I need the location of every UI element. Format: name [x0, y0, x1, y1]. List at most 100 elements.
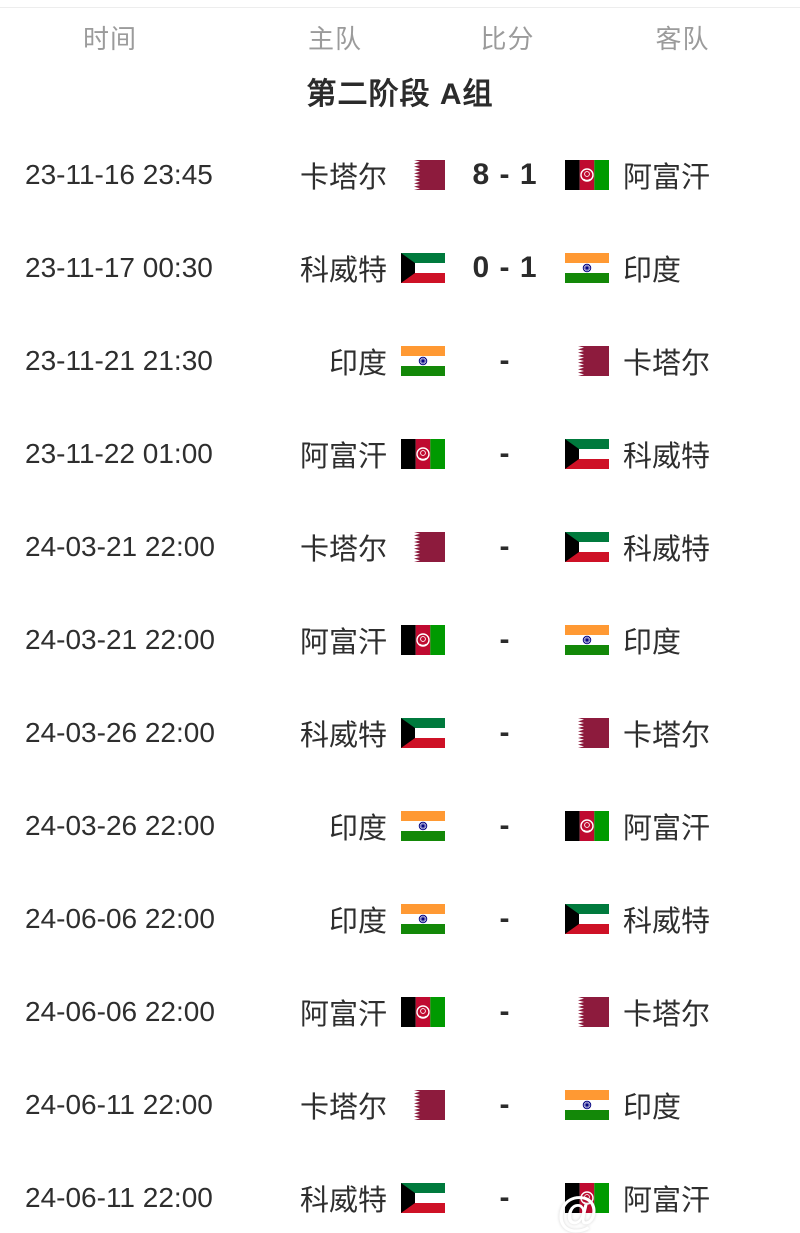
- match-score: -: [499, 343, 511, 377]
- kuwait-flag-icon: [401, 1182, 445, 1213]
- home-team-name: 科威特: [299, 1184, 387, 1217]
- home-team-name: 卡塔尔: [299, 161, 387, 194]
- home-team-cell: 印度: [270, 805, 445, 847]
- away-team-name: 阿富汗: [623, 1184, 711, 1217]
- match-time: 24-03-21 22:00: [25, 623, 215, 655]
- match-time: 24-06-06 22:00: [25, 902, 215, 934]
- match-time: 23-11-16 23:45: [25, 158, 213, 190]
- match-row[interactable]: 24-03-21 22:00 卡塔尔 - 科威特: [0, 500, 800, 593]
- match-row[interactable]: 24-06-06 22:00 阿富汗 - 卡塔尔: [0, 965, 800, 1058]
- match-score: -: [499, 529, 511, 563]
- away-team-cell: @ 阿富汗: [557, 1177, 800, 1232]
- match-time: 24-06-11 22:00: [25, 1181, 213, 1213]
- home-team-cell: 印度: [270, 340, 445, 382]
- match-score: -: [499, 1180, 511, 1214]
- match-time: 24-06-11 22:00: [25, 1088, 213, 1120]
- afghanistan-flag-icon: [565, 810, 609, 841]
- away-team-cell: 科威特: [565, 526, 800, 568]
- kuwait-flag-icon: [565, 531, 609, 562]
- away-team-name: 印度: [623, 626, 682, 659]
- away-team-cell: 印度: [565, 619, 800, 661]
- match-row[interactable]: 24-06-11 22:00 科威特 - @ 阿富汗: [0, 1151, 800, 1233]
- qatar-flag-icon: [565, 345, 609, 376]
- home-team-cell: 科威特: [270, 1177, 445, 1219]
- kuwait-flag-icon: [565, 438, 609, 469]
- away-team-cell: 印度: [565, 247, 800, 289]
- stage-title: 第二阶段 A组: [306, 78, 494, 111]
- match-row[interactable]: 24-03-26 22:00 科威特 - 卡塔尔: [0, 686, 800, 779]
- column-header-home: 主队: [307, 23, 362, 54]
- match-score: 0 - 1: [472, 250, 538, 284]
- away-team-name: 印度: [623, 254, 682, 287]
- match-time: 24-06-06 22:00: [25, 995, 215, 1027]
- away-team-name: 阿富汗: [623, 161, 711, 194]
- match-row[interactable]: 23-11-17 00:30 科威特 0 - 1 印度: [0, 221, 800, 314]
- column-header-away: 客队: [655, 23, 710, 54]
- home-team-name: 卡塔尔: [299, 533, 387, 566]
- match-row[interactable]: 24-03-26 22:00 印度 - 阿富汗: [0, 779, 800, 872]
- home-team-cell: 卡塔尔: [270, 1084, 445, 1126]
- home-team-name: 印度: [328, 812, 387, 845]
- away-team-cell: 科威特: [565, 433, 800, 475]
- table-header: 时间 主队 比分 客队: [0, 8, 800, 66]
- home-team-name: 阿富汗: [299, 440, 387, 473]
- home-team-name: 印度: [328, 905, 387, 938]
- kuwait-flag-icon: [401, 252, 445, 283]
- away-team-name: 阿富汗: [623, 812, 711, 845]
- match-list: 23-11-16 23:45 卡塔尔 8 - 1 阿富汗 23-11-17 00…: [0, 128, 800, 1233]
- away-team-name: 科威特: [623, 440, 711, 473]
- match-score: -: [499, 436, 511, 470]
- home-team-cell: 科威特: [270, 712, 445, 754]
- home-team-cell: 科威特: [270, 247, 445, 289]
- match-row[interactable]: 23-11-21 21:30 印度 - 卡塔尔: [0, 314, 800, 407]
- kuwait-flag-icon: [565, 903, 609, 934]
- home-team-name: 科威特: [299, 719, 387, 752]
- match-score: -: [499, 622, 511, 656]
- afghanistan-flag-icon: @: [557, 1182, 609, 1232]
- india-flag-icon: [401, 345, 445, 376]
- away-team-name: 印度: [623, 1091, 682, 1124]
- india-flag-icon: [401, 903, 445, 934]
- home-team-name: 科威特: [299, 254, 387, 287]
- match-score: -: [499, 994, 511, 1028]
- column-header-time: 时间: [82, 23, 137, 54]
- match-row[interactable]: 24-06-06 22:00 印度 - 科威特: [0, 872, 800, 965]
- match-row[interactable]: 23-11-16 23:45 卡塔尔 8 - 1 阿富汗: [0, 128, 800, 221]
- india-flag-icon: [565, 624, 609, 655]
- match-time: 23-11-17 00:30: [25, 251, 213, 283]
- match-row[interactable]: 24-06-11 22:00 卡塔尔 - 印度: [0, 1058, 800, 1151]
- afghanistan-flag-icon: [401, 438, 445, 469]
- away-team-name: 卡塔尔: [623, 719, 711, 752]
- away-team-name: 卡塔尔: [623, 998, 711, 1031]
- match-row[interactable]: 23-11-22 01:00 阿富汗 - 科威特: [0, 407, 800, 500]
- home-team-cell: 阿富汗: [270, 619, 445, 661]
- afghanistan-flag-icon: [401, 996, 445, 1027]
- qatar-flag-icon: [565, 717, 609, 748]
- match-time: 24-03-26 22:00: [25, 809, 215, 841]
- qatar-flag-icon: [401, 159, 445, 190]
- match-row[interactable]: 24-03-21 22:00 阿富汗 - 印度: [0, 593, 800, 686]
- match-time: 23-11-22 01:00: [25, 437, 213, 469]
- afghanistan-flag-icon: [565, 159, 609, 190]
- home-team-cell: 卡塔尔: [270, 154, 445, 196]
- match-time: 24-03-21 22:00: [25, 530, 215, 562]
- india-flag-icon: [565, 1089, 609, 1120]
- match-score: -: [499, 808, 511, 842]
- column-header-score: 比分: [480, 23, 535, 54]
- home-team-cell: 印度: [270, 898, 445, 940]
- away-team-name: 科威特: [623, 905, 711, 938]
- match-time: 24-03-26 22:00: [25, 716, 215, 748]
- home-team-name: 卡塔尔: [299, 1091, 387, 1124]
- away-team-cell: 卡塔尔: [565, 340, 800, 382]
- top-divider: [0, 0, 800, 8]
- qatar-flag-icon: [565, 996, 609, 1027]
- home-team-cell: 阿富汗: [270, 433, 445, 475]
- away-team-cell: 阿富汗: [565, 805, 800, 847]
- home-team-name: 阿富汗: [299, 998, 387, 1031]
- match-time: 23-11-21 21:30: [25, 344, 213, 376]
- away-team-cell: 卡塔尔: [565, 991, 800, 1033]
- afghanistan-flag-icon: [401, 624, 445, 655]
- home-team-name: 阿富汗: [299, 626, 387, 659]
- away-team-name: 科威特: [623, 533, 711, 566]
